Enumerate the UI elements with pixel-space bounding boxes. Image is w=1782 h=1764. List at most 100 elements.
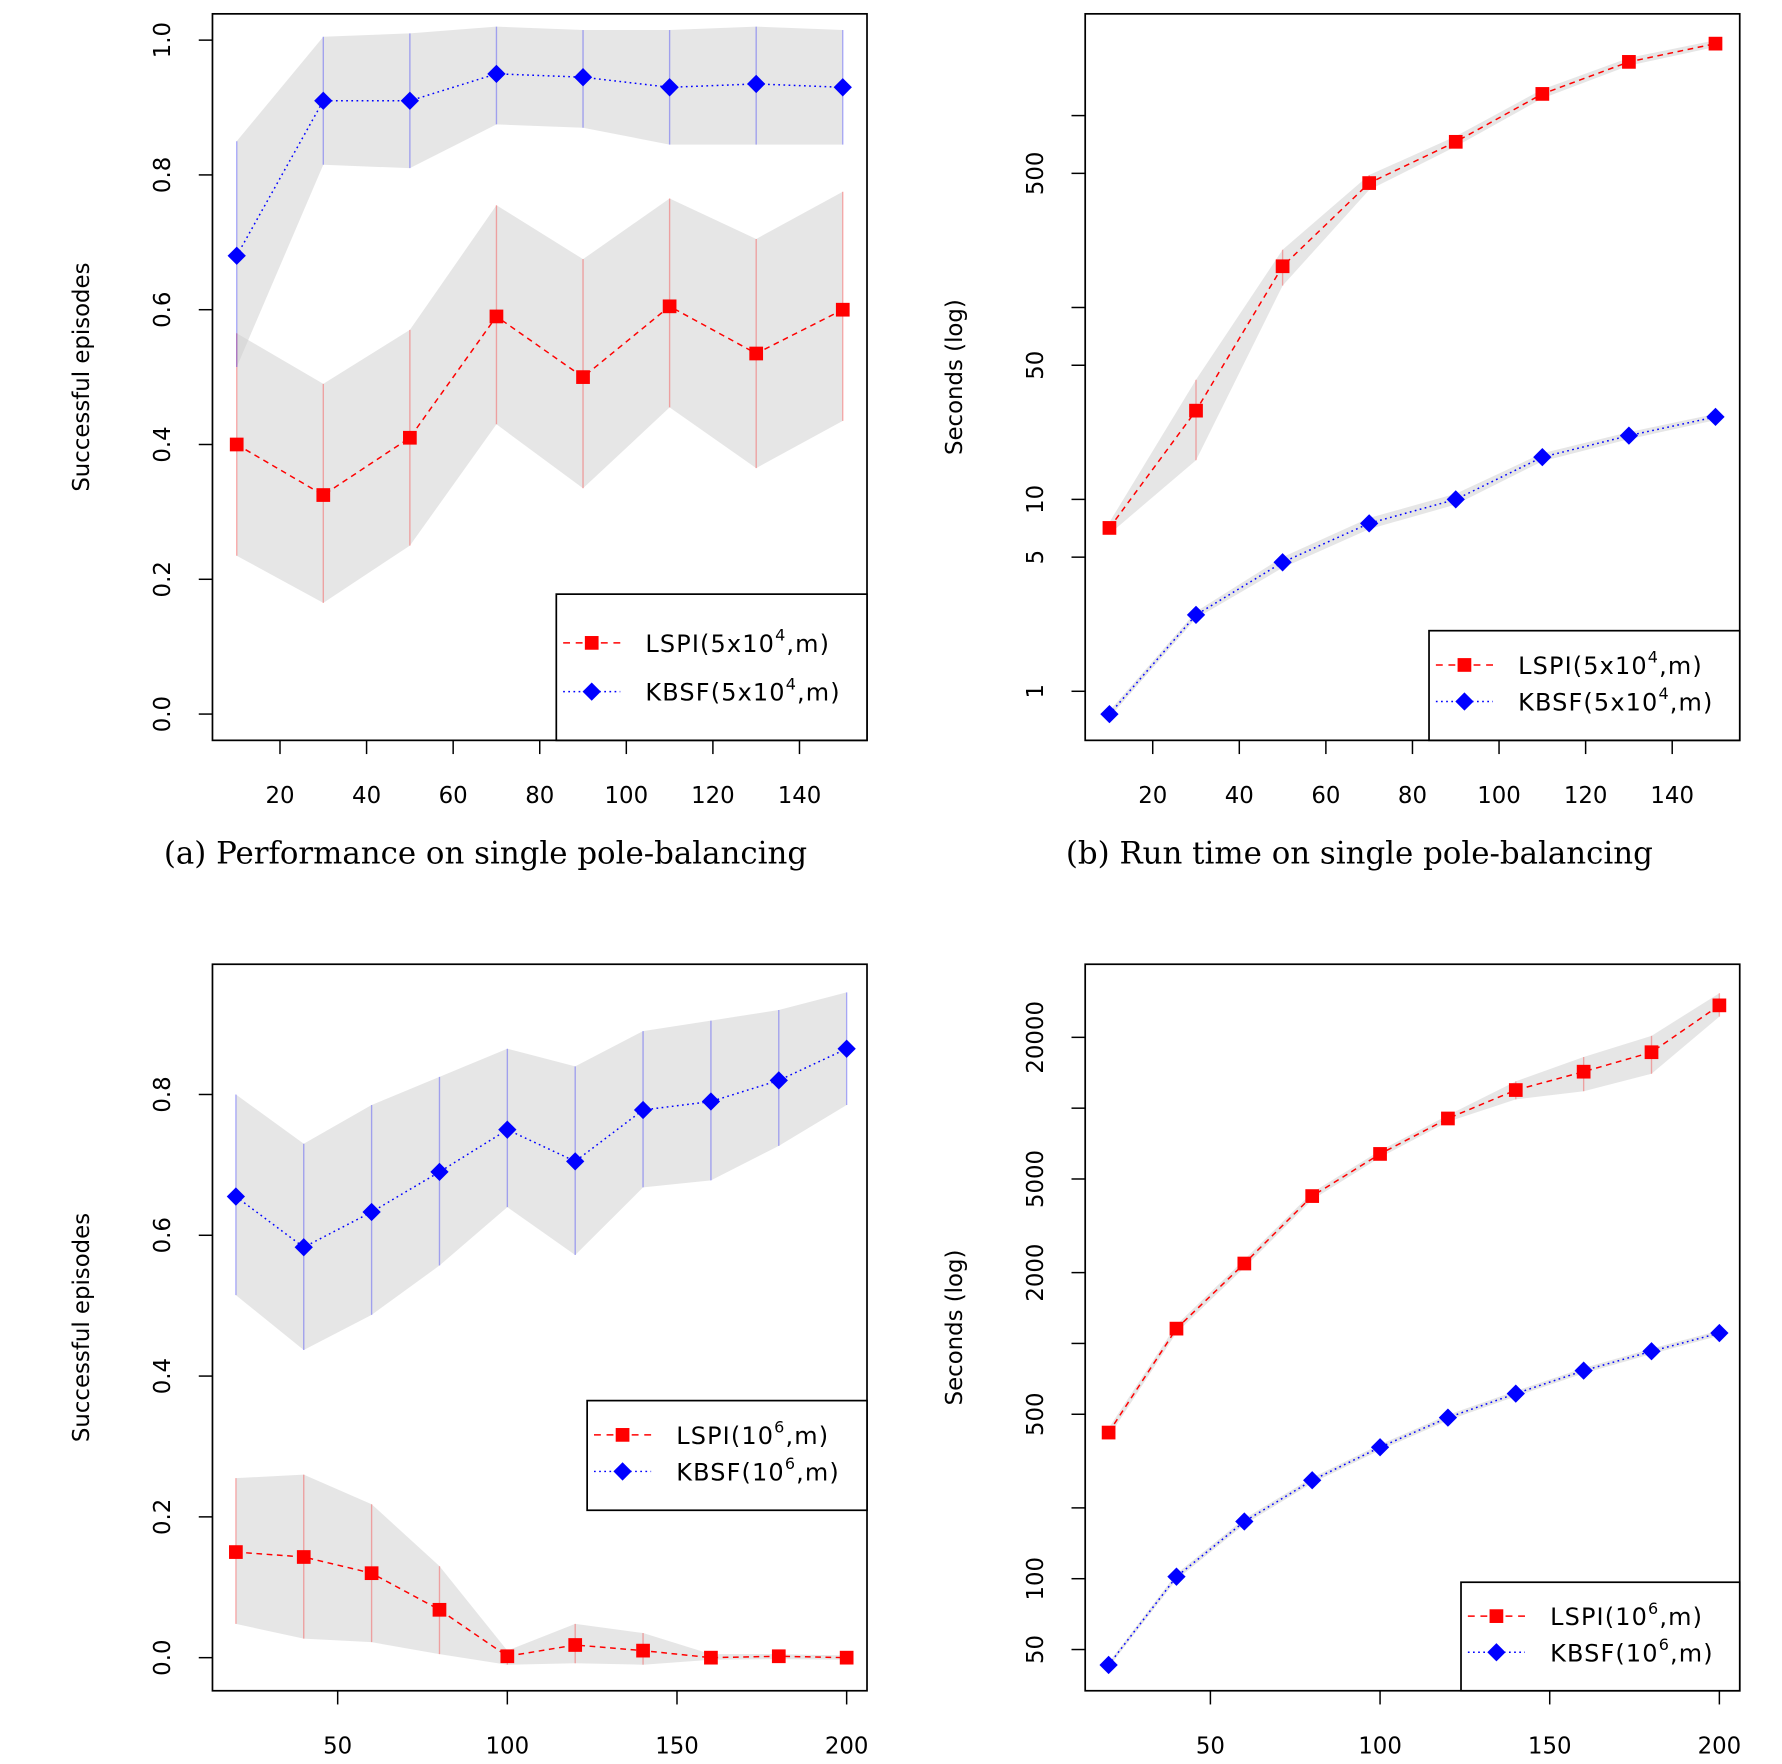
series-line [1108, 1332, 1720, 1666]
data-point [362, 1202, 381, 1222]
chart-panel-4: 50 100 150 200 50 100 500 2000 5000 20000 Seconds … [942, 963, 1741, 1760]
legend-label-base: LSPI(5x10 [645, 630, 775, 658]
legend-label-superscript: 4 [1648, 648, 1659, 667]
legend-label-superscript: 6 [774, 1418, 785, 1437]
legend-label-superscript: 4 [1658, 684, 1669, 703]
legend: LSPI(106,m)KBSF(106,m) [586, 1399, 868, 1512]
series-line [235, 1551, 847, 1659]
y-tick-label: 50 [1023, 351, 1049, 380]
legend-label-superscript: 4 [775, 626, 786, 645]
data-point [701, 1092, 721, 1111]
data-point [660, 78, 679, 97]
data-point [636, 1643, 650, 1658]
error-band [236, 191, 843, 603]
data-point [489, 309, 504, 324]
y-tick-label: 100 [1023, 1557, 1049, 1601]
y-tick-label: 1.0 [150, 22, 176, 58]
y-tick-label: 0.8 [150, 157, 176, 193]
x-tick-label: 40 [1225, 783, 1254, 809]
legend-label-base: LSPI(10 [1550, 1603, 1648, 1631]
data-point [576, 370, 590, 384]
legend-label: LSPI(106,m) [676, 1418, 829, 1450]
legend-box [586, 1399, 868, 1512]
data-point [1360, 514, 1379, 533]
y-tick-label: 0.0 [150, 696, 176, 732]
data-point [1619, 426, 1639, 445]
x-tick-label: 60 [439, 783, 468, 809]
y-tick-label: 0.2 [150, 1499, 176, 1535]
data-point [487, 64, 506, 83]
x-tick-label: 20 [265, 783, 294, 809]
data-point [1237, 1256, 1252, 1271]
data-point [1706, 407, 1725, 427]
data-point [662, 299, 677, 314]
data-point [568, 1638, 583, 1652]
legend-label: KBSF(5x104,m) [645, 674, 840, 706]
legend-label-base: KBSF(5x10 [1518, 689, 1658, 717]
data-point [316, 488, 331, 502]
legend-label-base: KBSF(10 [676, 1459, 785, 1487]
y-tick-label: 20000 [1023, 1001, 1049, 1074]
data-point [1441, 1111, 1455, 1126]
x-tick-label: 100 [1358, 1734, 1402, 1760]
x-tick-label: 100 [605, 783, 649, 809]
x-tick-label: 100 [486, 1734, 530, 1760]
legend-label-tail: ,m) [785, 1422, 829, 1450]
data-point [403, 430, 417, 445]
data-point [1370, 1438, 1390, 1457]
x-tick-label: 120 [691, 783, 735, 809]
legend-label-superscript: 6 [785, 1454, 796, 1473]
data-point [1708, 36, 1723, 51]
legend-label: KBSF(106,m) [676, 1454, 840, 1486]
y-tick-label: 50 [1023, 1635, 1049, 1664]
error-band [235, 1474, 847, 1665]
x-tick-label: 50 [323, 1734, 352, 1760]
data-point [1576, 1064, 1591, 1079]
data-point [1622, 55, 1636, 69]
data-point [1373, 1147, 1387, 1161]
data-point [1362, 176, 1377, 190]
legend-label-tail: ,m) [1670, 1639, 1714, 1667]
y-tick-label: 10 [1023, 485, 1049, 514]
series-line [1107, 1004, 1720, 1433]
legend-label: LSPI(5x104,m) [645, 626, 830, 658]
data-point [229, 437, 244, 452]
legend-label-superscript: 6 [1659, 1635, 1670, 1654]
y-tick-label: 5 [1023, 550, 1049, 565]
y-tick-label: 0.2 [150, 561, 176, 597]
plot-frame [211, 963, 868, 1692]
data-point [1535, 87, 1550, 101]
y-tick-label: 500 [1023, 152, 1049, 196]
data-point [1712, 998, 1727, 1013]
legend-label-tail: ,m) [786, 630, 830, 658]
y-axis-label: Successful episodes [69, 263, 95, 492]
error-band [235, 992, 847, 1351]
data-point [771, 1649, 786, 1664]
legend-label-base: KBSF(5x10 [645, 679, 785, 707]
data-point [1438, 1408, 1458, 1427]
legend-label-tail: ,m) [1659, 652, 1703, 680]
legend-label-tail: ,m) [797, 679, 841, 707]
data-point [1644, 1045, 1659, 1060]
x-tick-label: 150 [655, 1734, 699, 1760]
x-tick-label: 20 [1138, 783, 1167, 809]
data-point [1506, 1384, 1525, 1403]
y-tick-label: 5000 [1023, 1150, 1049, 1208]
legend-label-base: LSPI(10 [676, 1422, 774, 1450]
data-point [1275, 259, 1290, 274]
x-tick-label: 60 [1311, 783, 1340, 809]
data-point [1101, 1425, 1116, 1440]
y-tick-label: 0.6 [150, 292, 176, 328]
series-line [1108, 42, 1716, 529]
data-point [1169, 1321, 1184, 1336]
x-tick-label: 200 [825, 1734, 869, 1760]
data-point [229, 1545, 243, 1559]
legend-box [555, 593, 868, 742]
x-tick-label: 120 [1564, 783, 1608, 809]
data-point [1448, 134, 1463, 149]
y-tick-label: 0.8 [150, 1076, 176, 1112]
legend-marker [1457, 658, 1472, 672]
error-band [1109, 40, 1716, 535]
data-point [1189, 403, 1203, 418]
